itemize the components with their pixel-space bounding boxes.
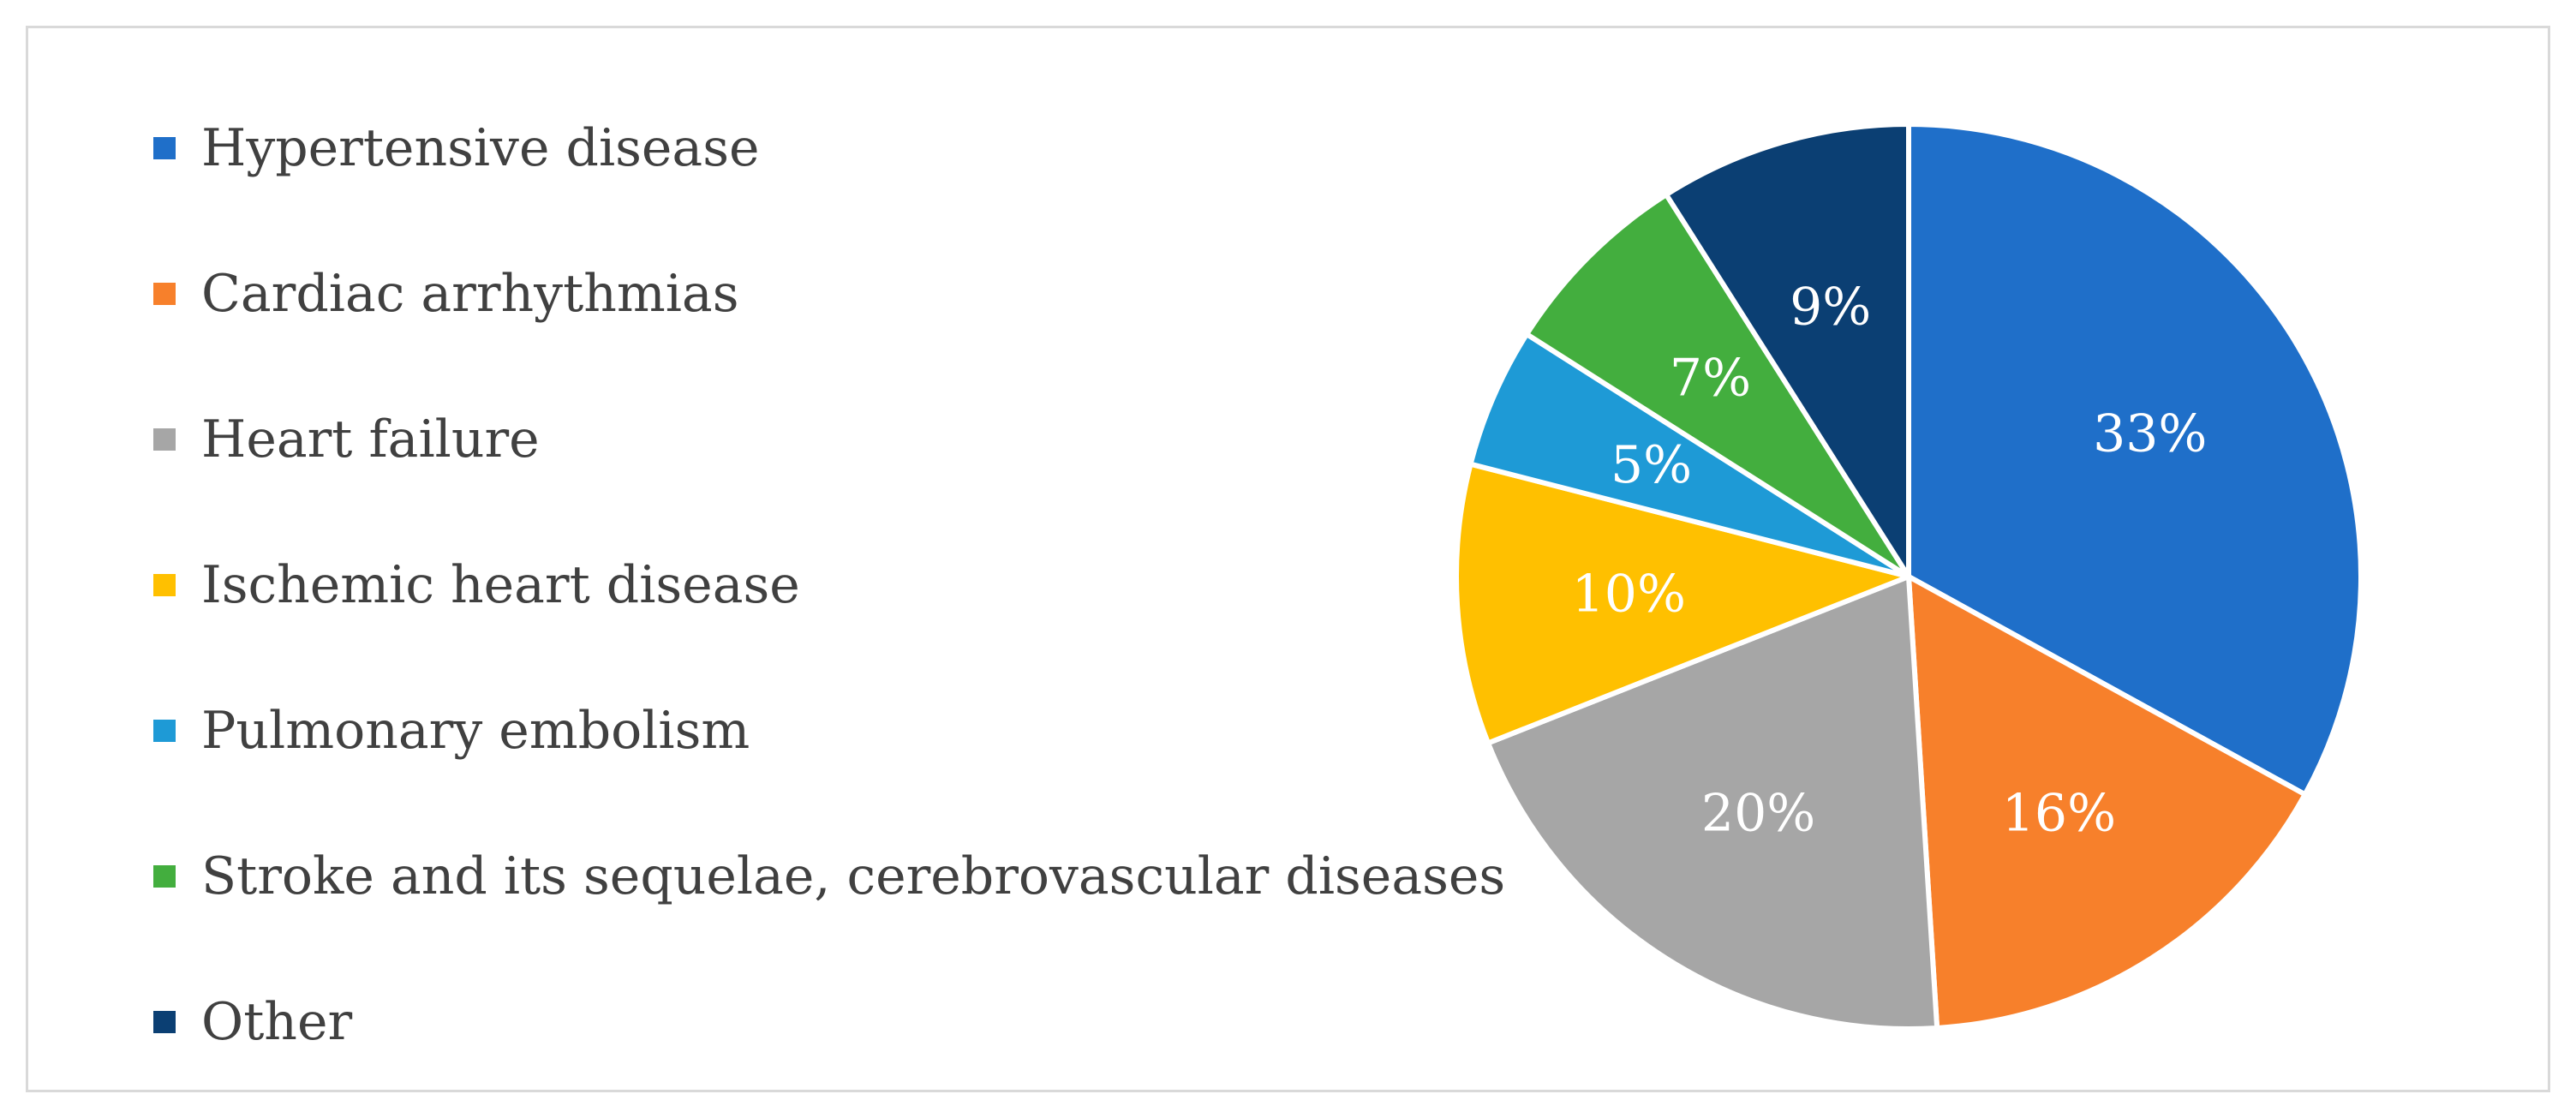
- slice-label-pulmonary-embolism: 5%: [1611, 435, 1692, 495]
- legend-swatch-hypertensive-disease: [153, 137, 176, 159]
- legend-label-heart-failure: Heart failure: [201, 410, 540, 469]
- legend-label-stroke-and-its-sequelae-cerebrovascular-diseases: Stroke and its sequelae, cerebrovascular…: [201, 846, 1505, 906]
- legend-label-cardiac-arrhythmias: Cardiac arrhythmias: [201, 264, 738, 324]
- pie-slice-pulmonary-embolism: [1467, 332, 1911, 579]
- slice-label-heart-failure: 20%: [1701, 783, 1815, 843]
- pie-slice-cardiac-arrhythmias: [1906, 574, 2308, 1031]
- legend-label-hypertensive-disease: Hypertensive disease: [201, 118, 760, 178]
- pie-chart: Hypertensive disease Cardiac arrhythmias H…: [153, 118, 2364, 1052]
- slice-label-stroke-and-its-sequelae-cerebrovascular-diseases: 7%: [1670, 349, 1751, 409]
- legend-swatch-heart-failure: [153, 428, 176, 451]
- pie-slice-other: [1664, 122, 1911, 579]
- slice-label-hypertensive-disease: 33%: [2093, 404, 2207, 463]
- legend-swatch-ischemic-heart-disease: [153, 574, 176, 596]
- legend-label-pulmonary-embolism: Pulmonary embolism: [201, 701, 750, 761]
- legend-swatch-other: [153, 1011, 176, 1033]
- pie-slice-hypertensive-disease: [1906, 122, 2364, 798]
- legend-label-ischemic-heart-disease: Ischemic heart disease: [201, 555, 800, 615]
- pie-slices: [1454, 122, 2364, 1031]
- pie-slice-stroke-and-its-sequelae-cerebrovascular-diseases: [1524, 192, 1911, 579]
- pie-slice-ischemic-heart-disease: [1454, 461, 1911, 746]
- slice-label-other: 9%: [1790, 278, 1871, 338]
- slice-label-ischemic-heart-disease: 10%: [1572, 565, 1686, 625]
- legend-swatch-stroke-and-its-sequelae-cerebrovascular-diseases: [153, 865, 176, 888]
- slice-label-cardiac-arrhythmias: 16%: [2002, 783, 2116, 843]
- pie-slice-heart-failure: [1485, 574, 1940, 1031]
- legend-swatch-cardiac-arrhythmias: [153, 283, 176, 305]
- pie-slice-labels: 33% 16% 20% 10% 5% 7% 9%: [1572, 278, 2208, 844]
- chart-frame: Hypertensive disease Cardiac arrhythmias H…: [26, 26, 2550, 1092]
- legend-swatch-pulmonary-embolism: [153, 720, 176, 742]
- legend-label-other: Other: [201, 992, 352, 1052]
- legend: Hypertensive disease Cardiac arrhythmias H…: [153, 118, 1505, 1052]
